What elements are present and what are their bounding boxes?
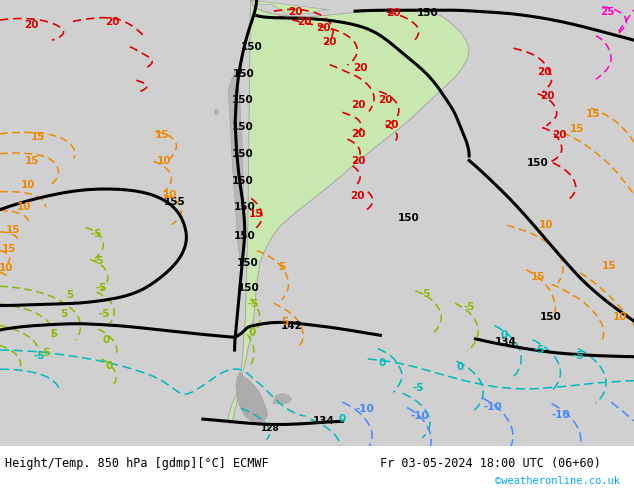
Text: 20: 20 — [385, 120, 399, 130]
Text: 20: 20 — [541, 91, 555, 101]
Text: -5: -5 — [248, 299, 259, 309]
Text: 150: 150 — [234, 202, 256, 212]
Text: -10: -10 — [355, 404, 374, 415]
Text: 20: 20 — [323, 37, 337, 48]
Text: 10: 10 — [163, 190, 177, 200]
Polygon shape — [214, 109, 219, 115]
Text: 20: 20 — [316, 23, 330, 33]
Polygon shape — [228, 72, 243, 268]
Text: 0: 0 — [339, 414, 346, 424]
Polygon shape — [250, 0, 330, 13]
Text: 15: 15 — [570, 124, 584, 134]
Text: 15: 15 — [31, 132, 45, 142]
Text: 5: 5 — [50, 328, 58, 339]
Text: 0: 0 — [378, 358, 385, 368]
Text: -5: -5 — [40, 348, 51, 358]
Text: 0: 0 — [249, 327, 256, 337]
Text: 20: 20 — [352, 100, 366, 110]
Text: Fr 03-05-2024 18:00 UTC (06+60): Fr 03-05-2024 18:00 UTC (06+60) — [380, 457, 601, 469]
Text: 150: 150 — [398, 214, 420, 223]
Text: 0: 0 — [500, 330, 508, 341]
Text: -10: -10 — [552, 410, 571, 420]
Text: 150: 150 — [238, 283, 260, 293]
Text: -5: -5 — [96, 283, 107, 293]
Text: 20: 20 — [378, 96, 392, 105]
Text: -5: -5 — [98, 309, 110, 319]
Text: 142: 142 — [281, 320, 302, 331]
Text: 10: 10 — [613, 313, 627, 322]
Text: 20: 20 — [552, 130, 566, 140]
Text: 150: 150 — [234, 231, 256, 242]
Text: -5: -5 — [419, 289, 430, 299]
Text: 15: 15 — [2, 244, 16, 254]
Text: -5: -5 — [463, 302, 475, 312]
Text: 25: 25 — [600, 7, 614, 18]
Polygon shape — [228, 0, 469, 423]
Text: 10: 10 — [0, 263, 13, 272]
Text: 15: 15 — [586, 109, 600, 119]
Text: -5: -5 — [34, 351, 45, 361]
Text: 15: 15 — [6, 224, 20, 235]
Text: 20: 20 — [352, 156, 366, 167]
Text: 10: 10 — [22, 180, 36, 190]
Text: 0: 0 — [456, 362, 463, 371]
Text: 15: 15 — [155, 130, 169, 140]
Text: 5: 5 — [66, 290, 74, 300]
Text: 20: 20 — [288, 7, 302, 18]
Text: 150: 150 — [232, 96, 254, 105]
Text: 0: 0 — [105, 361, 113, 370]
Text: 128: 128 — [260, 423, 279, 433]
Text: -10: -10 — [483, 402, 502, 412]
Text: 20: 20 — [25, 20, 39, 29]
Text: 150: 150 — [540, 312, 561, 321]
Text: 134: 134 — [495, 338, 516, 347]
Text: -5: -5 — [533, 345, 545, 355]
Text: 20: 20 — [537, 67, 551, 77]
Text: 5: 5 — [278, 262, 286, 271]
Text: 20: 20 — [106, 17, 120, 27]
Text: 5: 5 — [281, 317, 289, 327]
Text: -5: -5 — [413, 383, 424, 393]
Text: 150: 150 — [231, 149, 253, 159]
Text: 150: 150 — [241, 42, 262, 52]
Text: 20: 20 — [386, 8, 400, 19]
Text: 150: 150 — [232, 122, 254, 132]
Text: 150: 150 — [233, 69, 255, 78]
Text: 155: 155 — [164, 196, 185, 207]
Text: 150: 150 — [236, 258, 258, 268]
Polygon shape — [273, 393, 292, 404]
Text: 0: 0 — [103, 335, 110, 345]
Text: 20: 20 — [297, 17, 311, 27]
Text: -5: -5 — [93, 256, 104, 266]
Text: Height/Temp. 850 hPa [gdmp][°C] ECMWF: Height/Temp. 850 hPa [gdmp][°C] ECMWF — [5, 457, 269, 469]
Text: 10: 10 — [157, 156, 171, 167]
Text: 5: 5 — [60, 309, 67, 319]
Text: 20: 20 — [352, 129, 366, 139]
Text: 15: 15 — [602, 261, 616, 271]
Text: 20: 20 — [350, 191, 364, 201]
Text: 150: 150 — [527, 158, 548, 168]
Polygon shape — [236, 372, 268, 423]
Text: -10: -10 — [410, 411, 429, 420]
Text: 134: 134 — [313, 416, 334, 426]
Text: 15: 15 — [249, 209, 263, 219]
Text: 10: 10 — [540, 220, 553, 230]
Text: 150: 150 — [417, 8, 438, 19]
Text: 15: 15 — [25, 156, 39, 167]
Text: 150: 150 — [231, 175, 253, 186]
Text: -5: -5 — [573, 351, 584, 361]
Text: ©weatheronline.co.uk: ©weatheronline.co.uk — [495, 476, 619, 486]
Text: 15: 15 — [531, 272, 545, 282]
Text: -5: -5 — [91, 229, 102, 239]
Text: 10: 10 — [17, 202, 31, 212]
Text: 20: 20 — [353, 63, 367, 73]
